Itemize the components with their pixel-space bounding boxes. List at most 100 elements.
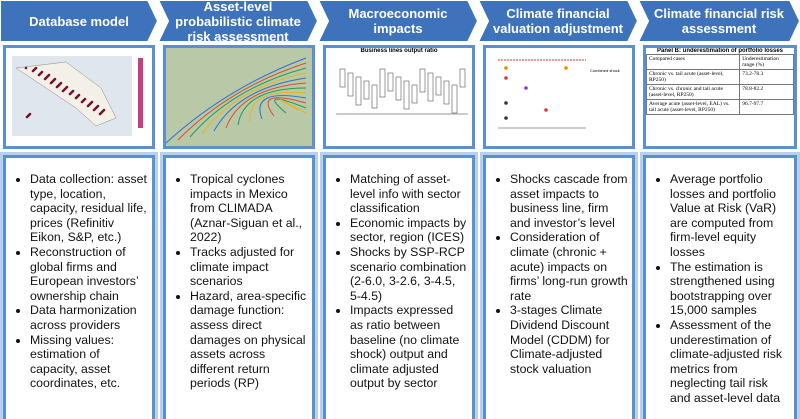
asset-dot	[96, 104, 100, 108]
bullet: Consideration of climate (chronic + acut…	[510, 230, 628, 303]
table-cell: Average acute (asset-level, EAL) vs. tai…	[646, 99, 741, 115]
track	[279, 99, 307, 114]
header-arrow	[476, 0, 640, 43]
bullet: Data collection: asset type, location, c…	[30, 172, 148, 245]
table-row: Chronic vs. tail acute (asset-level, RP2…	[646, 69, 794, 85]
asset-dot	[77, 93, 81, 97]
box-plot	[363, 80, 370, 100]
thumbnail	[3, 45, 155, 149]
box-plot	[451, 84, 458, 114]
asset-dot	[83, 97, 87, 101]
point	[504, 101, 508, 105]
box-plot	[395, 76, 402, 101]
asset-dot	[28, 112, 32, 116]
box-plot	[419, 68, 426, 93]
track	[237, 87, 307, 126]
asset-dot	[90, 100, 94, 104]
point	[564, 66, 568, 70]
box-plot	[411, 84, 418, 104]
text-box: Matching of asset-level info with sector…	[320, 152, 478, 419]
header-arrow	[0, 0, 160, 43]
track	[225, 82, 307, 129]
box-plot	[339, 68, 346, 88]
box-plot	[435, 76, 442, 96]
table-cell: Chronic vs. tail acute (asset-level, RP2…	[646, 69, 741, 85]
table-header: Compared cases Underestimation range (%)	[646, 54, 794, 70]
table-cell: Chronic vs. chronic and tail acute (asse…	[646, 84, 741, 100]
table-cell: 73.2-78.3	[739, 69, 794, 85]
asset-dot	[71, 89, 75, 93]
header-arrow	[156, 0, 320, 43]
box-plot	[347, 72, 354, 97]
thumbnail-graphic	[166, 48, 312, 146]
bullet: Economic impacts by sector, region (ICES…	[350, 216, 468, 245]
thumbnail	[163, 45, 315, 149]
asset-dot	[40, 70, 44, 74]
asset-dot	[34, 66, 38, 70]
bullet: Matching of asset-level info with sector…	[350, 172, 468, 216]
asset-dot	[102, 108, 106, 112]
asset-dot	[53, 77, 57, 81]
column-title: Database model	[29, 13, 129, 29]
header-cell: Underestimation range (%)	[739, 54, 794, 70]
box-plot	[443, 80, 450, 105]
header-cell: Compared cases	[646, 54, 741, 70]
header-arrow	[316, 0, 480, 43]
track	[259, 95, 307, 120]
point	[504, 116, 508, 120]
box-plot	[379, 68, 386, 98]
land	[15, 61, 117, 127]
box-plot	[387, 72, 394, 92]
column-title: Asset-level probabilistic climate risk a…	[175, 0, 301, 44]
box-plot	[459, 68, 466, 88]
track	[267, 97, 307, 117]
bullet: Impacts expressed as ratio between basel…	[350, 303, 468, 391]
point	[504, 76, 508, 80]
thumbnail: Business lines output ratio	[323, 45, 475, 149]
bullet-list: Matching of asset-level info with sector…	[326, 172, 472, 391]
table-cell: 78.8-82.2	[739, 84, 794, 100]
thumbnail-title: Business lines output ratio	[360, 48, 438, 54]
track	[177, 62, 307, 141]
thumbnail: Combined shock	[483, 45, 635, 149]
table: Compared cases Underestimation range (%) C…	[646, 54, 794, 115]
bullet: Assessment of the underestimation of cli…	[670, 318, 790, 406]
point	[524, 86, 528, 90]
bullet-list: Data collection: asset type, location, c…	[6, 172, 152, 391]
box-plot	[403, 80, 410, 110]
bullet: Data harmonization across providers	[30, 303, 148, 332]
box-plot	[355, 76, 362, 106]
track	[166, 57, 307, 144]
table-caption: Panel B: underestimation of portfolio lo…	[656, 48, 783, 54]
table-cell: 96.7-97.7	[739, 99, 794, 115]
asset-dot	[59, 81, 63, 85]
asset-dot	[47, 73, 51, 77]
track	[189, 67, 307, 138]
bullet: The estimation is strengthened using boo…	[670, 260, 790, 318]
map	[166, 48, 312, 146]
bullet: Shocks by SSP-RCP scenario combination (…	[350, 245, 468, 303]
point	[544, 108, 548, 112]
thumbnail: Panel B: underestimation of portfolio lo…	[643, 45, 797, 149]
column-title: Macroeconomic impacts	[348, 6, 448, 36]
header-arrow	[636, 0, 800, 43]
bullet: Reconstruction of global firms and Europ…	[30, 245, 148, 303]
box-plot	[371, 84, 378, 109]
track	[274, 98, 307, 114]
point	[504, 66, 508, 70]
thumbnail-graphic: Combined shock	[498, 59, 620, 129]
table-row: Average acute (asset-level, EAL) vs. tai…	[646, 99, 794, 115]
text-box: Tropical cyclones impacts in Mexico from…	[160, 152, 318, 419]
text-box: Average portfolio losses and portfolio V…	[640, 152, 800, 419]
bullet: Hazard, area-specific damage function: a…	[190, 289, 308, 391]
legend-title: Combined shock	[590, 68, 620, 73]
thumbnail-graphic	[12, 56, 143, 136]
text-box: Shocks cascade from asset impacts to bus…	[480, 152, 638, 419]
bullet-list: Tropical cyclones impacts in Mexico from…	[166, 172, 312, 391]
colorbar	[138, 58, 143, 128]
bullet-list: Average portfolio losses and portfolio V…	[646, 172, 794, 406]
bullet: Missing values: estimation of capacity, …	[30, 333, 148, 391]
track	[213, 77, 307, 132]
text-box: Data collection: asset type, location, c…	[0, 152, 158, 419]
